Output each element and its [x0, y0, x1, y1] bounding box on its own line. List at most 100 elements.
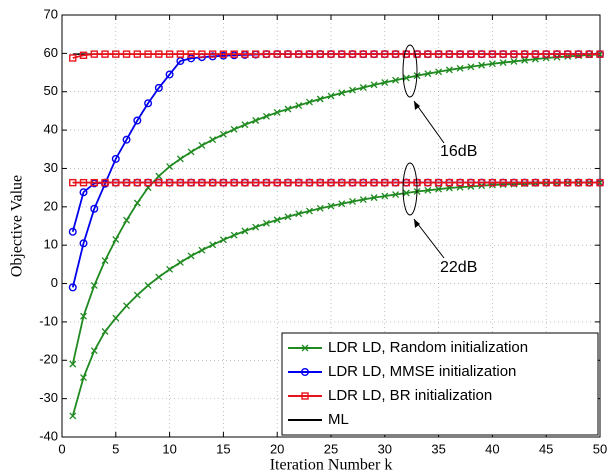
marker [209, 241, 217, 249]
arrow-head [414, 219, 420, 228]
marker [165, 50, 174, 58]
marker [359, 196, 367, 203]
x-axis-label: Iteration Number k [270, 457, 393, 474]
marker [68, 283, 77, 292]
marker [574, 178, 583, 187]
marker [542, 178, 550, 187]
marker [187, 54, 196, 63]
marker [499, 50, 507, 58]
marker [241, 121, 249, 129]
arrow-head [414, 101, 420, 110]
marker [295, 50, 303, 58]
marker [531, 178, 540, 187]
ellipse [402, 44, 418, 98]
marker [133, 199, 141, 207]
marker [467, 178, 475, 187]
marker [230, 50, 238, 58]
marker [553, 178, 561, 187]
marker [230, 125, 238, 133]
x-tick-label: 40 [485, 441, 499, 456]
marker [424, 178, 432, 187]
marker [90, 178, 98, 187]
marker [284, 178, 292, 187]
marker [262, 112, 270, 120]
y-tick-label: -20 [39, 352, 58, 367]
marker [252, 223, 260, 231]
marker [133, 50, 142, 58]
marker [90, 282, 98, 289]
marker [69, 178, 77, 187]
marker [434, 178, 443, 187]
marker [327, 50, 335, 58]
marker [402, 50, 411, 58]
marker [187, 50, 195, 58]
marker [445, 50, 454, 58]
marker [122, 178, 131, 187]
marker [144, 282, 152, 289]
x-tick-label: 45 [539, 441, 553, 456]
marker [553, 50, 561, 58]
marker [144, 99, 153, 108]
marker [391, 178, 400, 187]
marker [391, 50, 400, 58]
marker [209, 136, 217, 144]
marker [301, 344, 309, 352]
marker [176, 50, 185, 58]
marker [90, 204, 99, 213]
marker [316, 50, 324, 58]
marker [79, 51, 88, 59]
marker [284, 50, 292, 58]
marker [467, 50, 475, 58]
marker [564, 50, 572, 58]
marker [445, 66, 453, 74]
marker [111, 154, 120, 163]
marker [295, 178, 303, 187]
marker [434, 50, 443, 58]
marker [101, 178, 109, 187]
marker [510, 50, 518, 58]
marker [80, 374, 87, 381]
marker [155, 50, 163, 58]
marker [381, 79, 389, 86]
marker [262, 50, 271, 58]
marker [154, 83, 163, 92]
marker [306, 207, 313, 215]
marker [101, 50, 109, 58]
marker [456, 50, 464, 58]
x-tick-label: 30 [378, 441, 392, 456]
y-tick-label: 50 [44, 83, 58, 98]
marker [165, 178, 174, 187]
marker [252, 117, 260, 124]
marker [542, 50, 550, 58]
marker [273, 216, 281, 224]
marker [348, 50, 357, 58]
marker [359, 178, 367, 187]
legend-label: LDR LD, Random initialization [328, 339, 528, 356]
marker [370, 50, 378, 58]
marker [79, 178, 88, 187]
marker [251, 178, 260, 187]
marker [327, 202, 335, 210]
marker [596, 178, 604, 187]
marker [477, 178, 486, 187]
ellipse [402, 162, 418, 216]
marker [456, 64, 464, 72]
marker [338, 50, 346, 58]
marker [499, 178, 507, 187]
y-tick-label: -30 [39, 390, 58, 405]
marker [112, 235, 120, 243]
marker [176, 178, 185, 187]
legend-label: LDR LD, MMSE initialization [328, 363, 516, 380]
marker [402, 74, 410, 82]
marker [348, 178, 357, 187]
marker [90, 347, 98, 355]
marker [381, 50, 389, 58]
marker [219, 50, 228, 58]
marker [230, 231, 238, 239]
y-tick-label: 0 [51, 275, 58, 290]
marker [241, 227, 249, 235]
marker [284, 213, 292, 221]
marker [295, 102, 303, 109]
marker [596, 50, 604, 58]
marker [381, 178, 389, 187]
